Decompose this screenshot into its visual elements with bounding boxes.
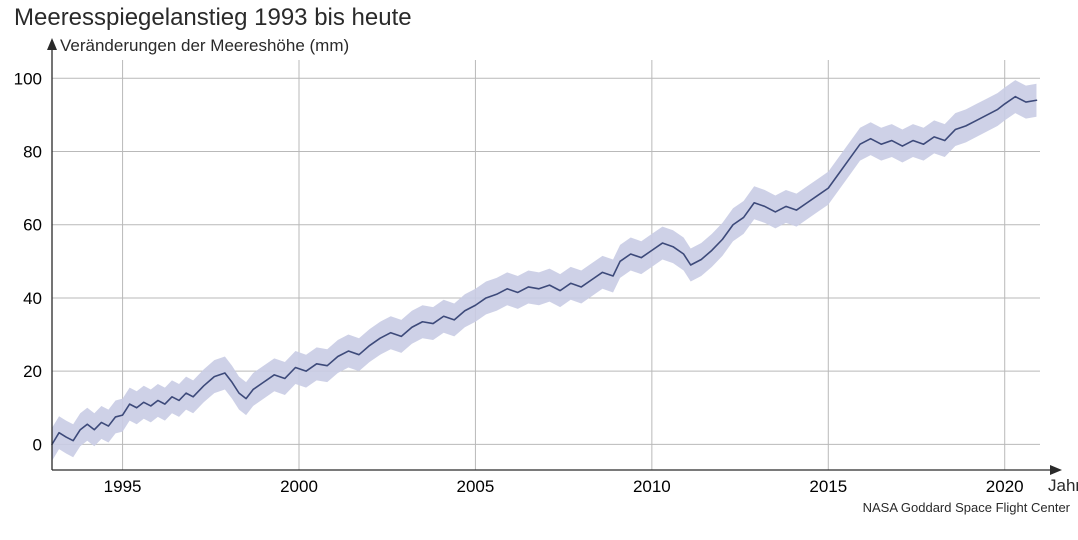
- y-tick-label: 40: [23, 289, 42, 308]
- x-tick-label: 2010: [633, 477, 671, 496]
- y-tick-label: 0: [33, 435, 42, 454]
- sea-level-chart: 1995 2000 2005 2010 2015 2020 0 20 40 60 80 100: [0, 0, 1078, 540]
- x-axis-label: Jahr: [1048, 476, 1078, 496]
- y-tick-label: 20: [23, 362, 42, 381]
- y-axis-label: Veränderungen der Meereshöhe (mm): [60, 36, 349, 56]
- chart-credit: NASA Goddard Space Flight Center: [863, 500, 1070, 515]
- y-tick-label: 80: [23, 143, 42, 162]
- x-tick-label: 2020: [986, 477, 1024, 496]
- chart-title: Meeresspiegelanstieg 1993 bis heute: [14, 4, 412, 32]
- x-tick-label: 2015: [809, 477, 847, 496]
- x-tick-label: 2005: [457, 477, 495, 496]
- x-tick-label: 2000: [280, 477, 318, 496]
- y-tick-label: 60: [23, 216, 42, 235]
- y-tick-label: 100: [14, 69, 42, 88]
- x-tick-label: 1995: [104, 477, 142, 496]
